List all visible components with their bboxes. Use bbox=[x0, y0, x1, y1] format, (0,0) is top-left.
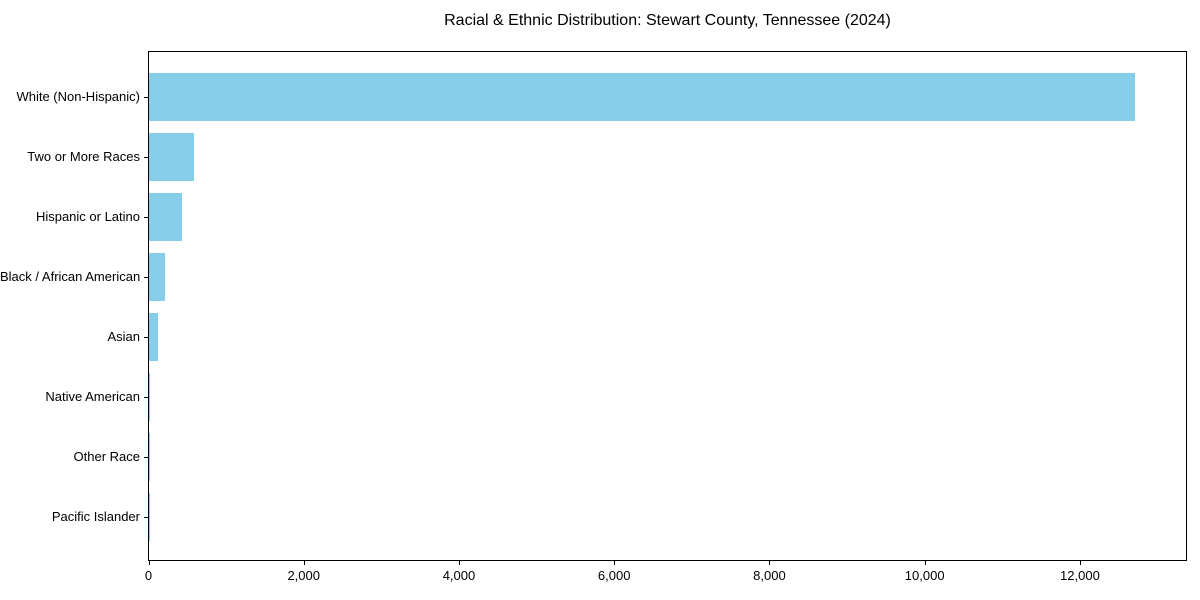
bar bbox=[149, 73, 1135, 121]
x-tick-mark bbox=[303, 561, 305, 565]
y-tick-mark bbox=[144, 277, 148, 278]
y-tick-label: Hispanic or Latino bbox=[35, 209, 140, 224]
y-tick-mark bbox=[144, 97, 148, 98]
y-tick-label: Native American bbox=[45, 389, 140, 404]
plot-area bbox=[148, 51, 1187, 561]
x-tick-label: 8,000 bbox=[753, 568, 786, 583]
y-tick-label: Other Race bbox=[73, 449, 140, 464]
bar bbox=[149, 193, 182, 241]
x-tick-label: 0 bbox=[144, 568, 153, 583]
x-tick-mark bbox=[458, 561, 460, 565]
y-tick-label: Black / African American bbox=[0, 269, 141, 284]
x-tick-label: 6,000 bbox=[597, 568, 631, 583]
y-tick-label: Asian bbox=[107, 329, 140, 344]
bar bbox=[149, 373, 150, 421]
x-tick-label: 2,000 bbox=[287, 568, 320, 583]
x-tick-mark bbox=[148, 561, 150, 565]
y-tick-mark bbox=[144, 337, 148, 338]
bar bbox=[149, 253, 166, 301]
chart-title: Racial & Ethnic Distribution: Stewart Co… bbox=[444, 12, 891, 29]
x-tick-label: 4,000 bbox=[442, 568, 476, 583]
y-tick-mark bbox=[144, 397, 148, 398]
y-tick-mark bbox=[144, 457, 148, 458]
x-tick-mark bbox=[614, 561, 616, 565]
x-tick-mark bbox=[769, 561, 771, 565]
y-tick-label: Pacific Islander bbox=[51, 509, 140, 524]
bar bbox=[149, 313, 158, 361]
x-tick-mark bbox=[1079, 561, 1081, 565]
x-tick-label: 12,000 bbox=[1060, 568, 1100, 583]
y-tick-label: White (Non-Hispanic) bbox=[16, 89, 140, 104]
y-tick-mark bbox=[144, 217, 148, 218]
x-tick-mark bbox=[924, 561, 926, 565]
y-tick-mark bbox=[144, 517, 148, 518]
bar bbox=[149, 133, 195, 181]
y-tick-label: Two or More Races bbox=[27, 149, 140, 164]
x-tick-label: 10,000 bbox=[904, 568, 945, 583]
y-tick-mark bbox=[144, 157, 148, 158]
